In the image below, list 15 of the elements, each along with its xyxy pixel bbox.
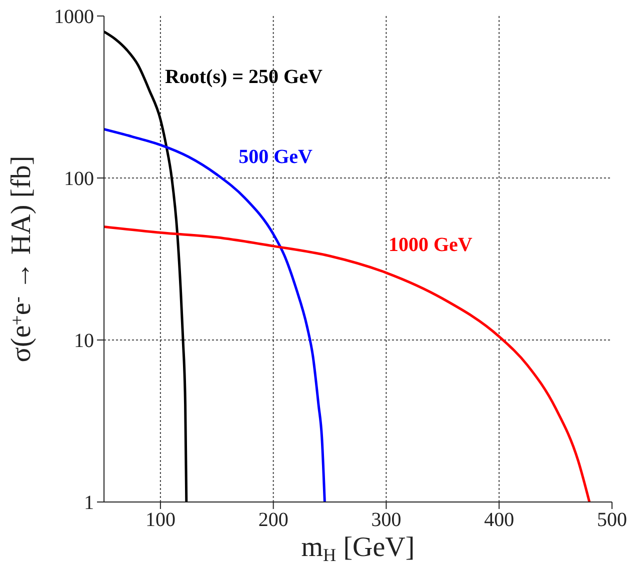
- y-tick-label: 100: [64, 168, 94, 190]
- y-tick-label: 10: [74, 330, 94, 352]
- x-tick-label: 500: [597, 509, 627, 532]
- line-series: [104, 128, 326, 502]
- annotation: 1000 GeV: [388, 234, 472, 256]
- y-tick-label: 1000: [54, 6, 94, 28]
- x-tick-label: 400: [484, 509, 514, 532]
- x-tick-label: 300: [371, 509, 402, 532]
- x-axis-title: m$_{H}$ [GeV]: [301, 532, 415, 566]
- x-tick-label: 100: [145, 509, 176, 532]
- annotation: 500 GeV: [238, 146, 312, 168]
- annotation: Root(s) = 250 GeV: [164, 66, 322, 88]
- line-series: [104, 226, 591, 502]
- x-tick-label: 200: [258, 509, 288, 532]
- y-tick-label: 1: [84, 492, 94, 514]
